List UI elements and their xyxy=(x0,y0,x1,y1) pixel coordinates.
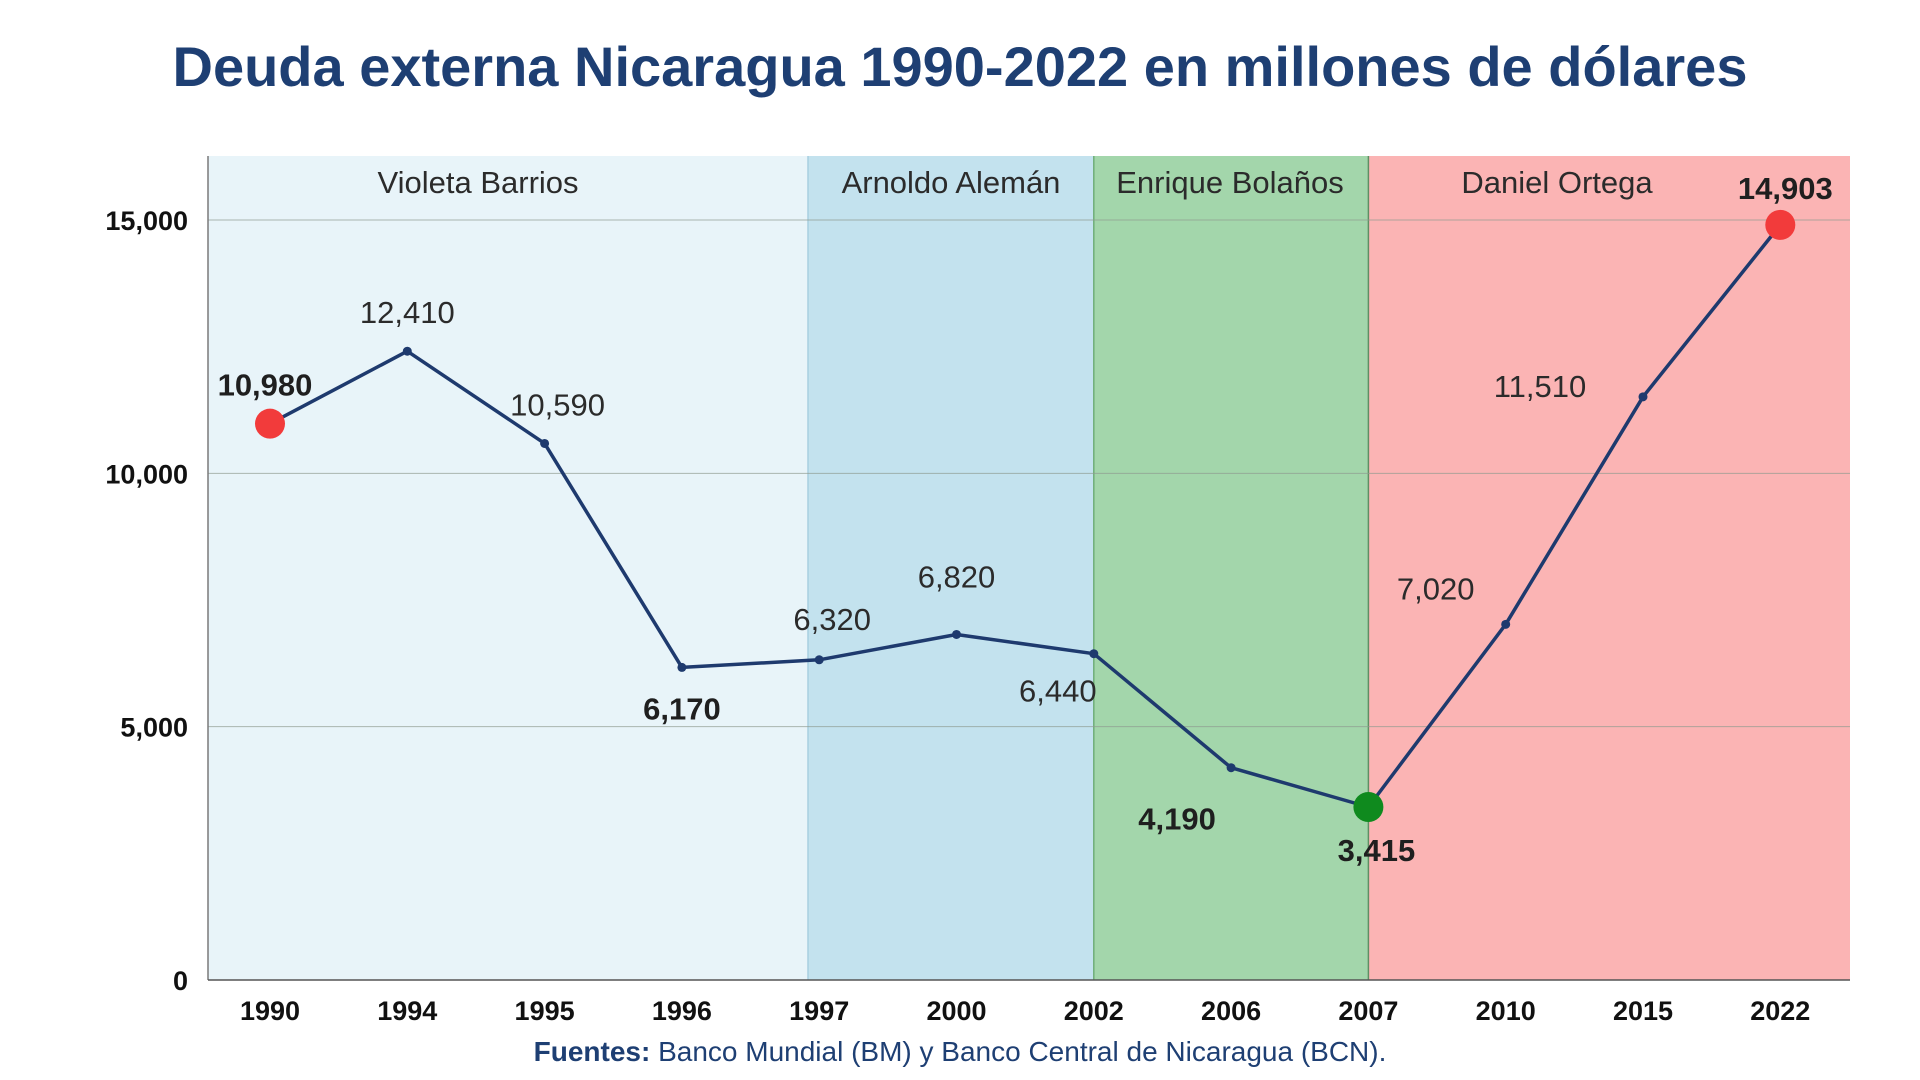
highlight-point xyxy=(1353,791,1384,822)
y-tick-label: 10,000 xyxy=(105,459,188,489)
source-text: Banco Mundial (BM) y Banco Central de Ni… xyxy=(650,1036,1387,1067)
data-label: 10,980 xyxy=(218,368,313,403)
data-label: 6,170 xyxy=(643,691,721,726)
data-label: 7,020 xyxy=(1397,571,1475,606)
data-label: 6,440 xyxy=(1019,674,1097,709)
chart-source: Fuentes: Banco Mundial (BM) y Banco Cent… xyxy=(0,1036,1920,1068)
data-point xyxy=(1226,763,1236,773)
x-tick-label: 1997 xyxy=(789,996,849,1026)
period-label: Daniel Ortega xyxy=(1461,165,1653,200)
data-label: 3,415 xyxy=(1338,833,1416,868)
data-label: 10,590 xyxy=(510,387,605,422)
period-label: Violeta Barrios xyxy=(377,165,578,200)
data-point xyxy=(540,438,550,448)
data-point xyxy=(1638,392,1648,402)
y-tick-label: 15,000 xyxy=(105,206,188,236)
data-point xyxy=(952,629,961,639)
period-band xyxy=(1093,156,1369,980)
x-tick-label: 2000 xyxy=(926,996,986,1026)
highlight-point xyxy=(255,408,285,439)
period-band xyxy=(1368,156,1850,980)
data-point xyxy=(814,655,824,665)
data-label: 11,510 xyxy=(1494,369,1587,404)
data-label: 4,190 xyxy=(1138,802,1216,837)
period-label: Arnoldo Alemán xyxy=(842,165,1061,200)
source-label: Fuentes: xyxy=(533,1036,651,1067)
chart-title: Deuda externa Nicaragua 1990-2022 en mil… xyxy=(172,35,1748,98)
data-label: 14,903 xyxy=(1738,171,1833,206)
x-tick-label: 2015 xyxy=(1613,996,1673,1026)
data-point xyxy=(402,346,412,356)
highlight-point xyxy=(1765,209,1796,240)
x-tick-label: 1990 xyxy=(240,996,300,1026)
period-band xyxy=(808,156,1094,980)
x-tick-label: 2002 xyxy=(1064,996,1124,1026)
x-tick-label: 2010 xyxy=(1476,996,1536,1026)
data-label: 6,320 xyxy=(793,602,871,637)
x-tick-label: 1994 xyxy=(377,996,437,1026)
period-band xyxy=(208,156,808,980)
data-point xyxy=(1089,649,1099,659)
x-tick-label: 2006 xyxy=(1201,996,1261,1026)
x-tick-label: 2007 xyxy=(1338,996,1398,1026)
series-line xyxy=(269,223,1782,809)
y-tick-label: 0 xyxy=(173,966,188,996)
data-point xyxy=(677,662,687,672)
period-label: Enrique Bolaños xyxy=(1116,165,1344,200)
data-label: 12,410 xyxy=(360,295,455,330)
data-label: 6,820 xyxy=(918,559,996,594)
data-point xyxy=(1501,619,1511,629)
y-tick-label: 5,000 xyxy=(120,713,188,743)
x-tick-label: 2022 xyxy=(1750,996,1810,1026)
x-tick-label: 1996 xyxy=(652,996,712,1026)
x-tick-label: 1995 xyxy=(515,996,575,1026)
